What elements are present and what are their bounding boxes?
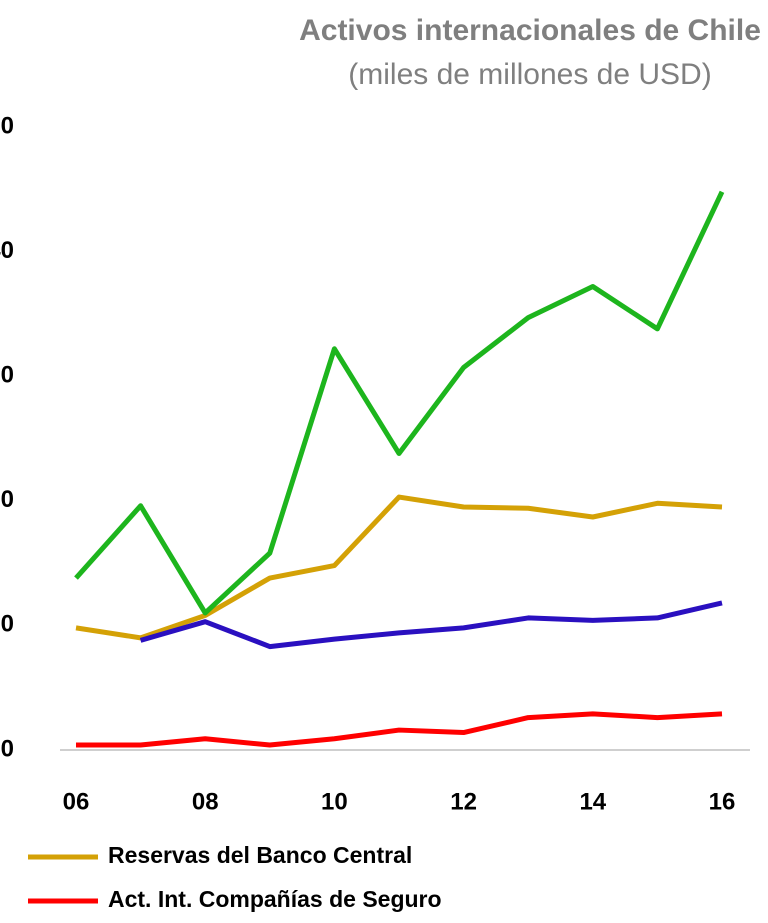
y-tick-label: 30: [0, 362, 14, 389]
y-tick-label: 20: [0, 486, 14, 513]
y-tick-label: 40: [0, 237, 14, 264]
y-tick-label: 10: [0, 611, 14, 638]
chart-subtitle: (miles de millones de USD): [348, 58, 711, 91]
y-tick-label: 50: [0, 112, 14, 139]
y-tick-label: 0: [1, 735, 14, 762]
chart-title: Activos internacionales de Chile: [299, 14, 761, 47]
x-tick-label: 14: [579, 788, 606, 815]
series-line: [139, 600, 723, 650]
series-line: [75, 494, 723, 641]
x-tick-label: 10: [321, 788, 348, 815]
x-tick-label: 12: [450, 788, 477, 815]
x-tick-label: 06: [63, 788, 90, 815]
x-tick-label: 16: [709, 788, 736, 815]
legend-label: Reservas del Banco Central: [108, 842, 412, 868]
series-line: [74, 190, 725, 616]
legend-label: Act. Int. Compañías de Seguro: [108, 886, 442, 912]
series-line: [76, 711, 723, 748]
x-tick-label: 08: [192, 788, 219, 815]
